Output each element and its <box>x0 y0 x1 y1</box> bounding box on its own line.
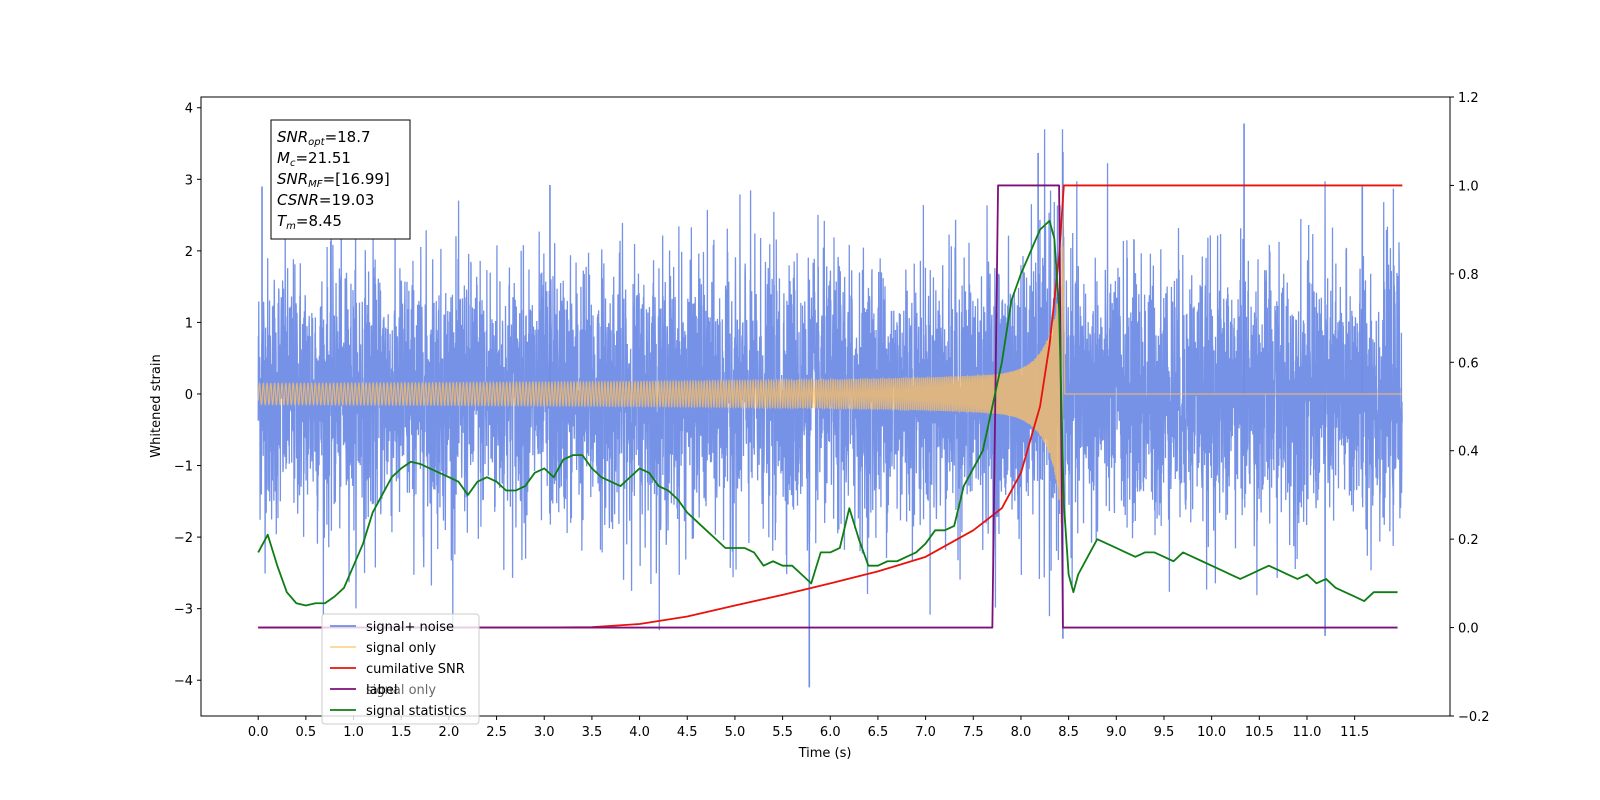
x-tick-label: 9.5 <box>1154 725 1175 740</box>
plot-frame <box>200 96 1451 717</box>
legend: signal+ noise signal only cumilative SNR la… <box>321 613 480 725</box>
annotation-line: Mc=21.51 <box>277 149 351 169</box>
series-layer <box>257 123 1403 688</box>
y-tick-label: 0 <box>185 388 193 403</box>
legend-frame <box>321 613 480 725</box>
x-tick-label: 10.5 <box>1245 725 1274 740</box>
y-tick-label: −1 <box>174 460 193 475</box>
x-tick-label: 1.0 <box>343 725 364 740</box>
x-tick-label: 0.0 <box>248 725 269 740</box>
x-axis-label: Time (s) <box>798 746 852 761</box>
y-tick-label: 1 <box>185 316 193 331</box>
x-tick-label: 2.0 <box>439 725 460 740</box>
annotation-line: SNRMF=[16.99] <box>277 170 390 190</box>
ticks-layer: 0.0 0.5 1.0 1.5 2.0 2.5 3.0 3.5 4.0 4.5 5.0 5.5 6.0 6… <box>174 91 1490 740</box>
x-tick-label: 8.0 <box>1011 725 1032 740</box>
annotation-line: CSNR=19.03 <box>277 191 374 209</box>
y-tick-label: 4 <box>185 102 193 117</box>
x-tick-label: 5.0 <box>725 725 746 740</box>
x-tick-label: 7.0 <box>915 725 936 740</box>
annotation-box: SNRopt=18.7Mc=21.51SNRMF=[16.99]CSNR=19.… <box>270 119 411 240</box>
y-tick-label: 2 <box>185 245 193 260</box>
legend-label: signal only <box>366 641 436 656</box>
series-signal-only-line <box>257 198 1403 583</box>
x-tick-label: 0.5 <box>296 725 317 740</box>
legend-ghost-label: signal only <box>366 683 436 698</box>
x-tick-label: 8.5 <box>1058 725 1079 740</box>
y-right-tick-label: 0.0 <box>1458 622 1479 637</box>
y-tick-label: −4 <box>174 674 193 689</box>
y-right-tick-label: −0.2 <box>1458 710 1490 725</box>
x-tick-label: 2.5 <box>486 725 507 740</box>
x-tick-label: 5.5 <box>772 725 793 740</box>
y-right-tick-label: 0.4 <box>1458 445 1479 460</box>
y-right-tick-label: 1.2 <box>1458 91 1479 106</box>
x-tick-label: 10.0 <box>1197 725 1226 740</box>
legend-label: cumilative SNR <box>366 662 465 677</box>
y-right-tick-label: 0.8 <box>1458 268 1479 283</box>
x-tick-label: 6.5 <box>868 725 889 740</box>
annotation-line: Tm=8.45 <box>277 212 342 232</box>
series-signal-statistics-line <box>257 219 1398 607</box>
series-cumulative-snr-line <box>258 184 1403 629</box>
y-right-tick-label: 0.2 <box>1458 533 1479 548</box>
x-tick-label: 6.0 <box>820 725 841 740</box>
legend-label: label <box>366 683 397 698</box>
series-signal-noise-line <box>257 129 1403 631</box>
y-tick-label: −2 <box>174 531 193 546</box>
annotation-line: SNRopt=18.7 <box>277 128 371 148</box>
x-tick-label: 9.0 <box>1106 725 1127 740</box>
y-tick-label: 3 <box>185 173 193 188</box>
y-right-tick-label: 0.6 <box>1458 356 1479 371</box>
legend-label: signal statistics <box>366 704 467 719</box>
annotation-frame <box>270 119 411 240</box>
y-right-tick-label: 1.0 <box>1458 179 1479 194</box>
x-tick-label: 3.0 <box>534 725 555 740</box>
y-tick-label: −3 <box>174 603 193 618</box>
y-axis-label: Whitened strain <box>149 354 164 457</box>
x-tick-label: 4.0 <box>629 725 650 740</box>
x-tick-label: 11.0 <box>1293 725 1322 740</box>
x-tick-label: 1.5 <box>391 725 412 740</box>
x-tick-label: 4.5 <box>677 725 698 740</box>
legend-label: signal+ noise <box>366 620 454 635</box>
x-tick-label: 3.5 <box>582 725 603 740</box>
x-tick-label: 7.5 <box>963 725 984 740</box>
series-label-line <box>258 184 1398 629</box>
x-tick-label: 11.5 <box>1340 725 1369 740</box>
